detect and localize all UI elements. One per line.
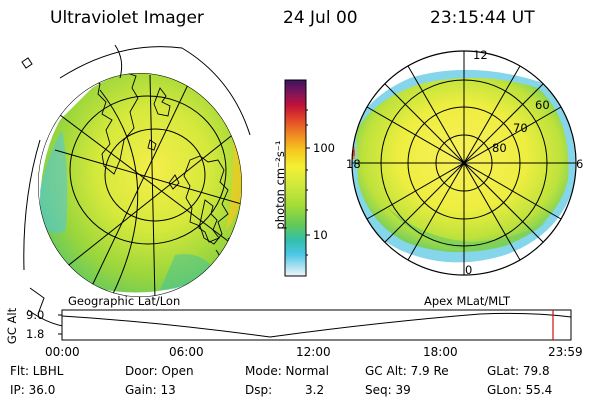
mlt-label-12: 12 [473,48,488,62]
time-tick-0600: 06:00 [169,345,204,359]
apex-map [351,50,577,276]
altitude-ytick-low: 1.8 [26,327,45,341]
status-gc-alt: GC Alt: 7.9 Re [365,364,449,378]
status-glat: GLat: 79.8 [487,364,550,378]
geo-coastline-greenland [91,73,139,175]
altitude-plot [58,309,572,341]
status-dsp-value: 3.2 [305,383,325,397]
altitude-ylabel: GC Alt [5,307,19,345]
colorbar-tick-10: 10 [313,228,328,242]
status-glon: GLon: 55.4 [487,383,553,397]
observation-date: 24 Jul 00 [283,8,358,28]
time-tick-0000: 00:00 [45,345,80,359]
geo-coastline-europe [183,155,229,245]
status-seq: Seq: 39 [365,383,411,397]
time-tick-1200: 12:00 [296,345,331,359]
geographic-map-label: Geographic Lat/Lon [68,294,181,308]
mlat-label-70: 70 [513,121,528,135]
mlt-label-6: 6 [576,157,584,171]
mlt-label-18: 18 [346,157,361,171]
mlat-label-60: 60 [535,98,550,112]
colorbar-unit-label: photon cm⁻²s⁻¹ [273,140,287,230]
colorbar-tick-100: 100 [313,141,335,155]
mlt-label-0: 0 [465,263,473,277]
altitude-ytick-high: 9.0 [26,308,45,322]
status-gain: Gain: 13 [125,383,176,397]
status-mode: Mode: Normal [245,364,329,378]
geographic-map [21,44,251,328]
time-tick-2359: 23:59 [548,345,583,359]
instrument-title: Ultraviolet Imager [50,8,204,28]
mlat-label-80: 80 [492,141,507,155]
status-ip: IP: 36.0 [10,383,56,397]
observation-time: 23:15:44 UT [430,8,535,28]
altitude-curve [61,312,572,338]
time-tick-1800: 18:00 [423,345,458,359]
status-filter: Flt: LBHL [10,364,64,378]
colorbar [284,79,310,277]
status-dsp-label: Dsp: [245,383,273,397]
colorbar-gradient [284,79,307,277]
apex-map-label: Apex MLat/MLT [424,294,511,308]
status-door: Door: Open [125,364,194,378]
